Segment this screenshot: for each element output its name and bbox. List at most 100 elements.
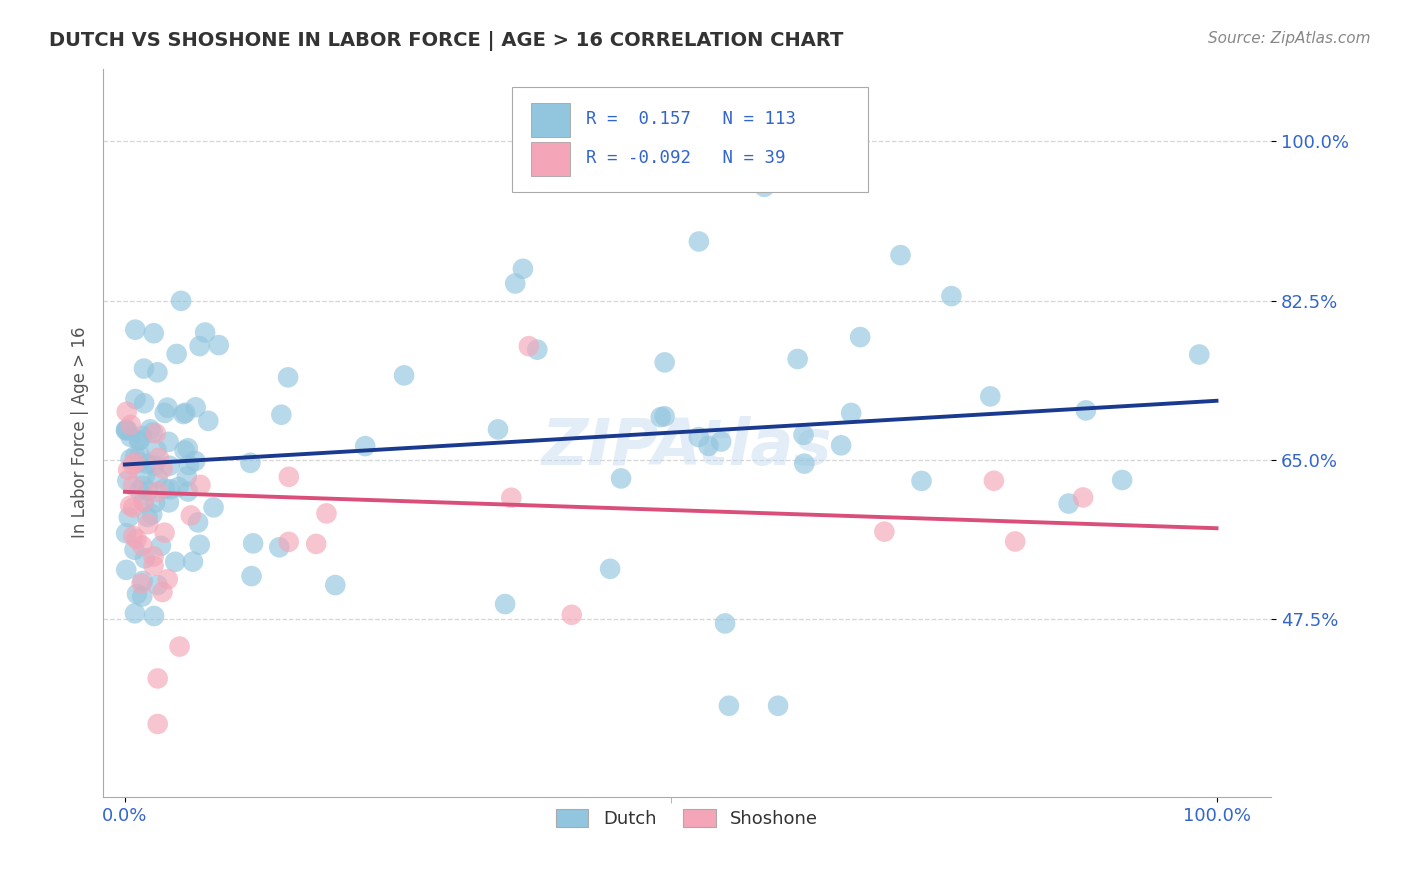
Point (117, 474, 139, 488)
Point (1074, 403, 1097, 417)
Point (717, 698, 740, 713)
Point (152, 585, 174, 599)
Point (184, 401, 207, 415)
Point (174, 406, 197, 420)
Point (873, 524, 896, 539)
Point (136, 517, 159, 532)
Point (136, 510, 159, 524)
Point (277, 535, 299, 549)
Point (142, 425, 165, 440)
Point (194, 326, 217, 340)
Point (180, 508, 202, 523)
Point (173, 443, 195, 458)
Point (125, 532, 148, 546)
Point (145, 426, 167, 441)
Point (145, 442, 167, 457)
Point (167, 480, 190, 494)
Point (239, 456, 262, 470)
Point (503, 277, 526, 291)
Point (156, 401, 179, 415)
Text: Source: ZipAtlas.com: Source: ZipAtlas.com (1208, 31, 1371, 46)
Point (187, 516, 209, 530)
Point (710, 434, 733, 449)
Point (121, 458, 143, 472)
Point (124, 607, 146, 621)
Point (122, 478, 145, 492)
Point (139, 422, 162, 436)
Point (184, 454, 207, 468)
Point (120, 499, 142, 513)
Point (889, 248, 911, 262)
Point (688, 235, 710, 249)
Point (159, 458, 181, 473)
Point (176, 469, 198, 483)
Point (134, 467, 156, 482)
Point (115, 423, 138, 437)
Point (786, 351, 808, 366)
Point (157, 434, 180, 449)
Point (169, 640, 191, 654)
Point (146, 365, 169, 379)
Point (146, 578, 169, 592)
Point (1188, 347, 1211, 361)
FancyBboxPatch shape (530, 103, 571, 137)
Point (115, 424, 138, 438)
Point (354, 439, 377, 453)
Point (132, 361, 155, 376)
Point (277, 470, 299, 484)
Point (142, 326, 165, 341)
Point (1004, 534, 1026, 549)
Point (181, 555, 204, 569)
Point (754, 179, 776, 194)
Point (124, 323, 146, 337)
Point (979, 389, 1001, 403)
Point (149, 539, 172, 553)
Point (156, 572, 179, 586)
FancyBboxPatch shape (512, 87, 868, 193)
Point (134, 551, 156, 566)
Point (132, 495, 155, 509)
Point (128, 434, 150, 448)
Point (115, 423, 138, 437)
Point (177, 458, 200, 472)
Point (494, 597, 516, 611)
Point (1111, 473, 1133, 487)
Point (122, 529, 145, 543)
Point (131, 590, 153, 604)
Point (148, 450, 170, 465)
Point (131, 576, 153, 591)
Text: DUTCH VS SHOSHONE IN LABOR FORCE | AGE > 16 CORRELATION CHART: DUTCH VS SHOSHONE IN LABOR FORCE | AGE >… (49, 31, 844, 51)
Point (132, 479, 155, 493)
Point (124, 392, 146, 406)
Point (157, 495, 180, 509)
Point (172, 407, 194, 421)
Point (654, 355, 676, 369)
Point (128, 483, 150, 498)
Point (983, 474, 1005, 488)
Point (143, 495, 166, 509)
Point (526, 343, 548, 357)
Point (202, 500, 225, 515)
Point (188, 538, 211, 552)
Point (117, 463, 139, 477)
Point (129, 455, 152, 469)
Point (610, 471, 633, 485)
Text: R =  0.157   N = 113: R = 0.157 N = 113 (585, 110, 796, 128)
Point (208, 338, 231, 352)
Point (143, 458, 166, 473)
Point (517, 339, 540, 353)
Point (152, 461, 174, 475)
Point (270, 408, 292, 422)
Point (849, 330, 872, 344)
Point (714, 616, 737, 631)
Point (122, 500, 145, 515)
Point (486, 422, 509, 436)
Point (501, 491, 523, 505)
Point (143, 609, 166, 624)
Point (132, 495, 155, 509)
Point (240, 569, 263, 583)
Point (120, 452, 142, 467)
Point (512, 261, 534, 276)
Point (125, 587, 148, 601)
Point (128, 434, 150, 448)
